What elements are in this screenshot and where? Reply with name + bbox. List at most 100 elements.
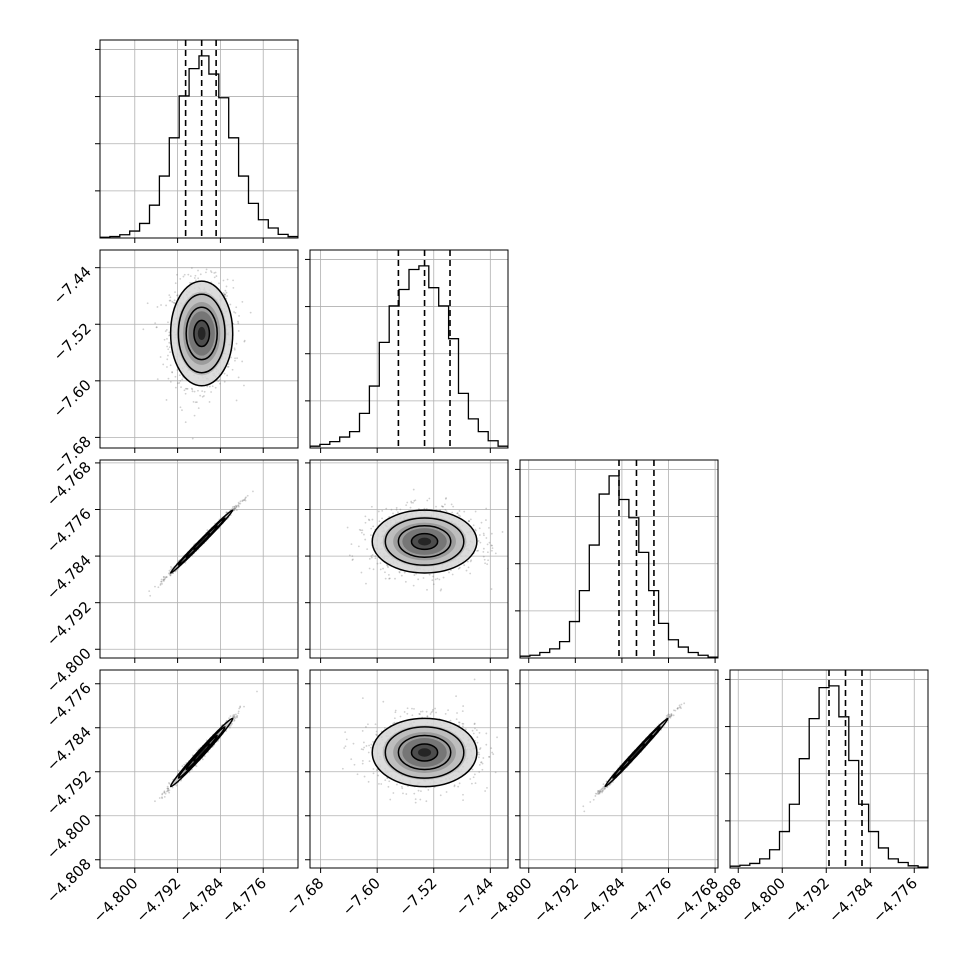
sample-point <box>167 790 170 792</box>
sample-point <box>210 391 213 393</box>
panel-frame <box>309 249 509 449</box>
sample-point <box>155 326 158 329</box>
y-tick-label-1-2: −7.52 <box>50 319 95 364</box>
sample-point <box>195 279 197 282</box>
sample-point <box>197 407 200 409</box>
sample-point <box>195 765 198 768</box>
sample-point <box>256 690 258 693</box>
panel-0-0 <box>95 39 299 243</box>
sample-point <box>235 509 238 511</box>
sample-point <box>218 379 221 381</box>
sample-point <box>232 509 235 511</box>
sample-point <box>211 385 214 388</box>
sample-point <box>223 372 226 375</box>
sample-point <box>395 508 398 511</box>
sample-point <box>154 585 156 588</box>
sample-point <box>358 528 361 531</box>
sample-point <box>165 576 168 578</box>
contour-1 <box>185 306 218 361</box>
sample-point <box>235 342 238 345</box>
sample-point <box>164 792 167 795</box>
sample-point <box>182 275 185 278</box>
sample-point <box>404 580 407 583</box>
sample-point <box>226 278 229 281</box>
sample-point <box>351 555 354 558</box>
sample-point <box>206 529 209 532</box>
sample-point <box>346 526 349 529</box>
sample-point <box>378 520 381 523</box>
sample-point <box>364 538 367 541</box>
sample-point <box>167 354 169 357</box>
sample-point <box>243 705 245 708</box>
sample-point <box>234 507 236 510</box>
sample-point <box>171 786 174 789</box>
sample-point <box>176 294 178 297</box>
sample-point <box>160 304 162 306</box>
sample-point <box>372 568 375 571</box>
sample-point <box>410 500 413 503</box>
sample-point <box>218 282 220 285</box>
sample-point <box>377 510 380 513</box>
sample-point <box>149 594 152 597</box>
sample-point <box>452 505 455 508</box>
sample-point <box>365 582 367 585</box>
sample-point <box>168 299 171 302</box>
sample-point <box>224 293 226 296</box>
sample-point <box>241 499 244 502</box>
sample-point <box>227 365 230 368</box>
density-level-5 <box>197 537 206 546</box>
sample-point <box>468 520 471 523</box>
sample-point <box>190 267 193 269</box>
sample-point <box>176 382 179 385</box>
sample-point <box>370 527 373 530</box>
sample-point <box>214 386 217 389</box>
sample-point <box>241 500 244 503</box>
sample-point <box>426 499 429 502</box>
sample-point <box>226 365 229 368</box>
sample-point <box>171 371 174 374</box>
sample-point <box>450 503 453 506</box>
sample-point <box>485 507 488 510</box>
sample-point <box>237 505 240 508</box>
sample-point <box>176 273 178 276</box>
sample-point <box>234 357 236 360</box>
sample-point <box>488 541 491 544</box>
sample-point <box>162 363 165 366</box>
sample-point <box>233 348 236 351</box>
sample-point <box>199 273 202 276</box>
sample-point <box>435 505 437 508</box>
sample-point <box>382 567 384 570</box>
sample-point <box>488 527 490 529</box>
panel-frame <box>99 249 299 449</box>
sample-point <box>164 330 167 333</box>
sample-point <box>154 322 157 325</box>
sample-point <box>161 797 164 800</box>
sample-point <box>235 713 237 716</box>
sample-point <box>168 346 171 349</box>
sample-point <box>169 573 172 576</box>
sample-point <box>167 321 169 324</box>
sample-point <box>165 329 168 331</box>
sample-point <box>156 306 159 308</box>
sample-point <box>367 518 370 521</box>
sample-point <box>230 356 232 359</box>
sample-point <box>183 763 186 766</box>
sample-point <box>238 502 240 505</box>
panel-frame <box>99 459 299 659</box>
sample-point <box>233 716 236 718</box>
sample-point <box>163 580 165 582</box>
sample-point <box>474 510 477 513</box>
sample-point <box>368 567 371 570</box>
sample-point <box>536 555 538 557</box>
sample-point <box>237 322 240 325</box>
sample-point <box>486 551 489 554</box>
sample-point <box>233 718 236 721</box>
contour-0 <box>410 532 439 551</box>
sample-point <box>398 571 401 573</box>
sample-point <box>244 499 247 502</box>
sample-point <box>235 715 238 718</box>
sample-point <box>428 573 431 576</box>
sample-point <box>174 570 177 573</box>
panel-content <box>310 250 508 448</box>
sample-point <box>146 302 149 305</box>
